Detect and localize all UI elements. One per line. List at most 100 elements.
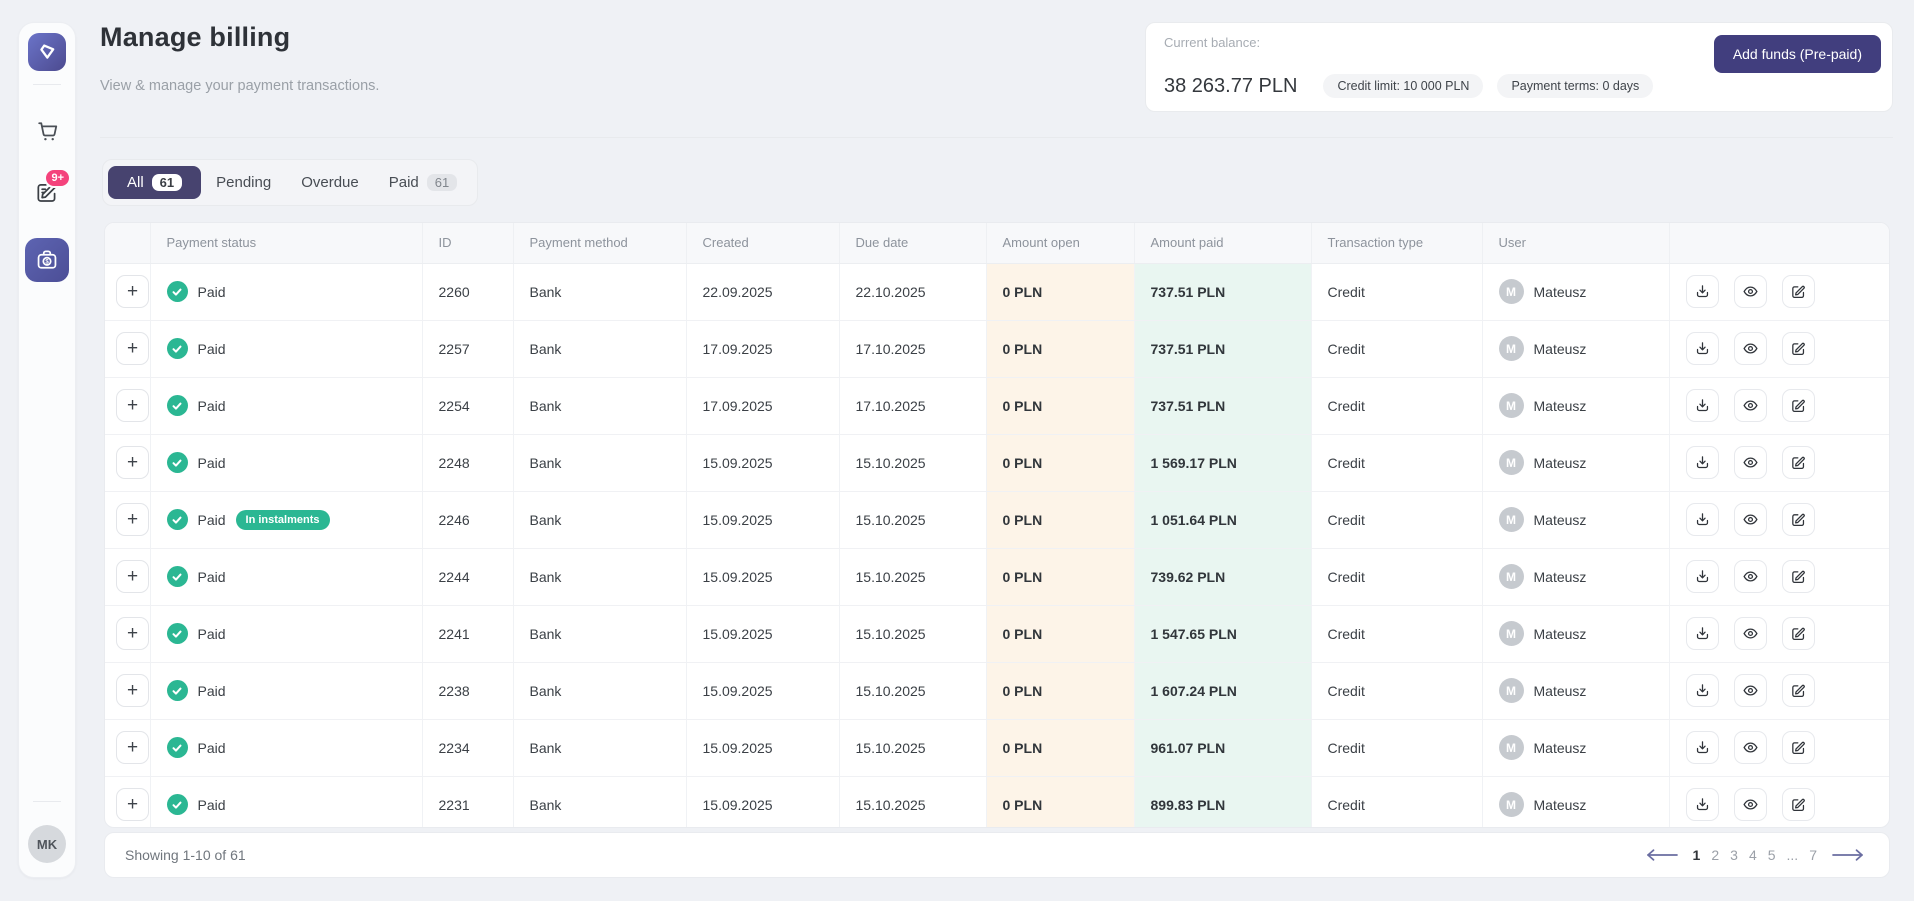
sidebar-item-orders[interactable]: 9+ [27,172,67,212]
tab[interactable]: Paid 61 [374,166,473,199]
expand-row-button[interactable]: + [116,503,149,536]
download-button[interactable] [1686,731,1719,764]
edit-button[interactable] [1782,731,1815,764]
amount-open: 0 PLN [986,434,1134,491]
user-name: Mateusz [1534,398,1587,414]
payment-status-label: Paid [198,512,226,528]
amount-paid: 737.51 PLN [1134,263,1311,320]
plus-icon: + [127,453,138,472]
due-date: 22.10.2025 [839,263,986,320]
expand-row-button[interactable]: + [116,788,149,821]
sidebar-item-billing[interactable]: $ [25,238,69,282]
transaction-type: Credit [1311,320,1482,377]
edit-button[interactable] [1782,617,1815,650]
download-button[interactable] [1686,617,1719,650]
paid-check-icon [167,509,188,530]
user-name: Mateusz [1534,512,1587,528]
page-number[interactable]: 5 [1767,847,1777,863]
user-name: Mateusz [1534,626,1587,642]
page-number[interactable]: 3 [1729,847,1739,863]
view-button[interactable] [1734,788,1767,821]
transaction-type: Credit [1311,491,1482,548]
transaction-id: 2234 [422,719,513,776]
edit-button[interactable] [1782,389,1815,422]
user-name: Mateusz [1534,683,1587,699]
due-date: 15.10.2025 [839,548,986,605]
edit-button[interactable] [1782,503,1815,536]
edit-button[interactable] [1782,275,1815,308]
expand-row-button[interactable]: + [116,731,149,764]
expand-row-button[interactable]: + [116,560,149,593]
view-button[interactable] [1734,674,1767,707]
created-date: 15.09.2025 [686,491,839,548]
expand-row-button[interactable]: + [116,617,149,650]
payment-status-label: Paid [198,569,226,585]
payment-status-label: Paid [198,455,226,471]
paid-check-icon [167,395,188,416]
view-button[interactable] [1734,332,1767,365]
created-date: 22.09.2025 [686,263,839,320]
expand-row-button[interactable]: + [116,389,149,422]
transaction-id: 2254 [422,377,513,434]
download-button[interactable] [1686,503,1719,536]
user-avatar-initial: M [1499,450,1524,475]
page-number[interactable]: ... [1786,847,1800,863]
download-icon [1694,682,1711,699]
previous-page-arrow[interactable] [1641,848,1683,862]
download-button[interactable] [1686,332,1719,365]
edit-button[interactable] [1782,332,1815,365]
edit-button[interactable] [1782,560,1815,593]
view-button[interactable] [1734,275,1767,308]
view-button[interactable] [1734,617,1767,650]
transaction-id: 2248 [422,434,513,491]
paid-check-icon [167,566,188,587]
user-avatar[interactable]: MK [28,825,66,863]
download-button[interactable] [1686,560,1719,593]
tab[interactable]: All 61 [108,166,201,199]
amount-open: 0 PLN [986,263,1134,320]
page-number[interactable]: 7 [1808,847,1818,863]
transaction-type: Credit [1311,776,1482,828]
view-button[interactable] [1734,503,1767,536]
tab[interactable]: Overdue [286,166,374,199]
user-name: Mateusz [1534,797,1587,813]
expand-row-button[interactable]: + [116,332,149,365]
add-funds-button[interactable]: Add funds (Pre-paid) [1714,35,1881,73]
paid-check-icon [167,281,188,302]
due-date: 15.10.2025 [839,605,986,662]
view-button[interactable] [1734,560,1767,593]
view-button[interactable] [1734,731,1767,764]
expand-row-button[interactable]: + [116,674,149,707]
sidebar-item-cart[interactable] [27,110,67,150]
download-button[interactable] [1686,389,1719,422]
expand-row-button[interactable]: + [116,275,149,308]
download-button[interactable] [1686,674,1719,707]
payment-terms-badge: Payment terms: 0 days [1497,74,1653,98]
edit-button[interactable] [1782,446,1815,479]
payment-status-label: Paid [198,797,226,813]
created-date: 15.09.2025 [686,434,839,491]
note-edit-icon [1790,796,1807,813]
edit-button[interactable] [1782,674,1815,707]
eye-icon [1742,796,1759,813]
expand-row-button[interactable]: + [116,446,149,479]
view-button[interactable] [1734,446,1767,479]
download-button[interactable] [1686,275,1719,308]
page-number[interactable]: 4 [1748,847,1758,863]
shopping-cart-icon [35,118,60,143]
view-button[interactable] [1734,389,1767,422]
due-date: 15.10.2025 [839,491,986,548]
next-page-arrow[interactable] [1827,848,1869,862]
brand-logo[interactable] [28,33,66,71]
status-filter-tabs: All 61 Pending Overdue Paid 61 [102,159,478,206]
balance-card: Current balance: 38 263.77 PLN Credit li… [1145,22,1893,112]
tab[interactable]: Pending [201,166,286,199]
page-number[interactable]: 2 [1710,847,1720,863]
edit-button[interactable] [1782,788,1815,821]
download-button[interactable] [1686,446,1719,479]
created-date: 15.09.2025 [686,719,839,776]
eye-icon [1742,283,1759,300]
plus-icon: + [127,795,138,814]
page-number[interactable]: 1 [1692,847,1702,863]
download-button[interactable] [1686,788,1719,821]
